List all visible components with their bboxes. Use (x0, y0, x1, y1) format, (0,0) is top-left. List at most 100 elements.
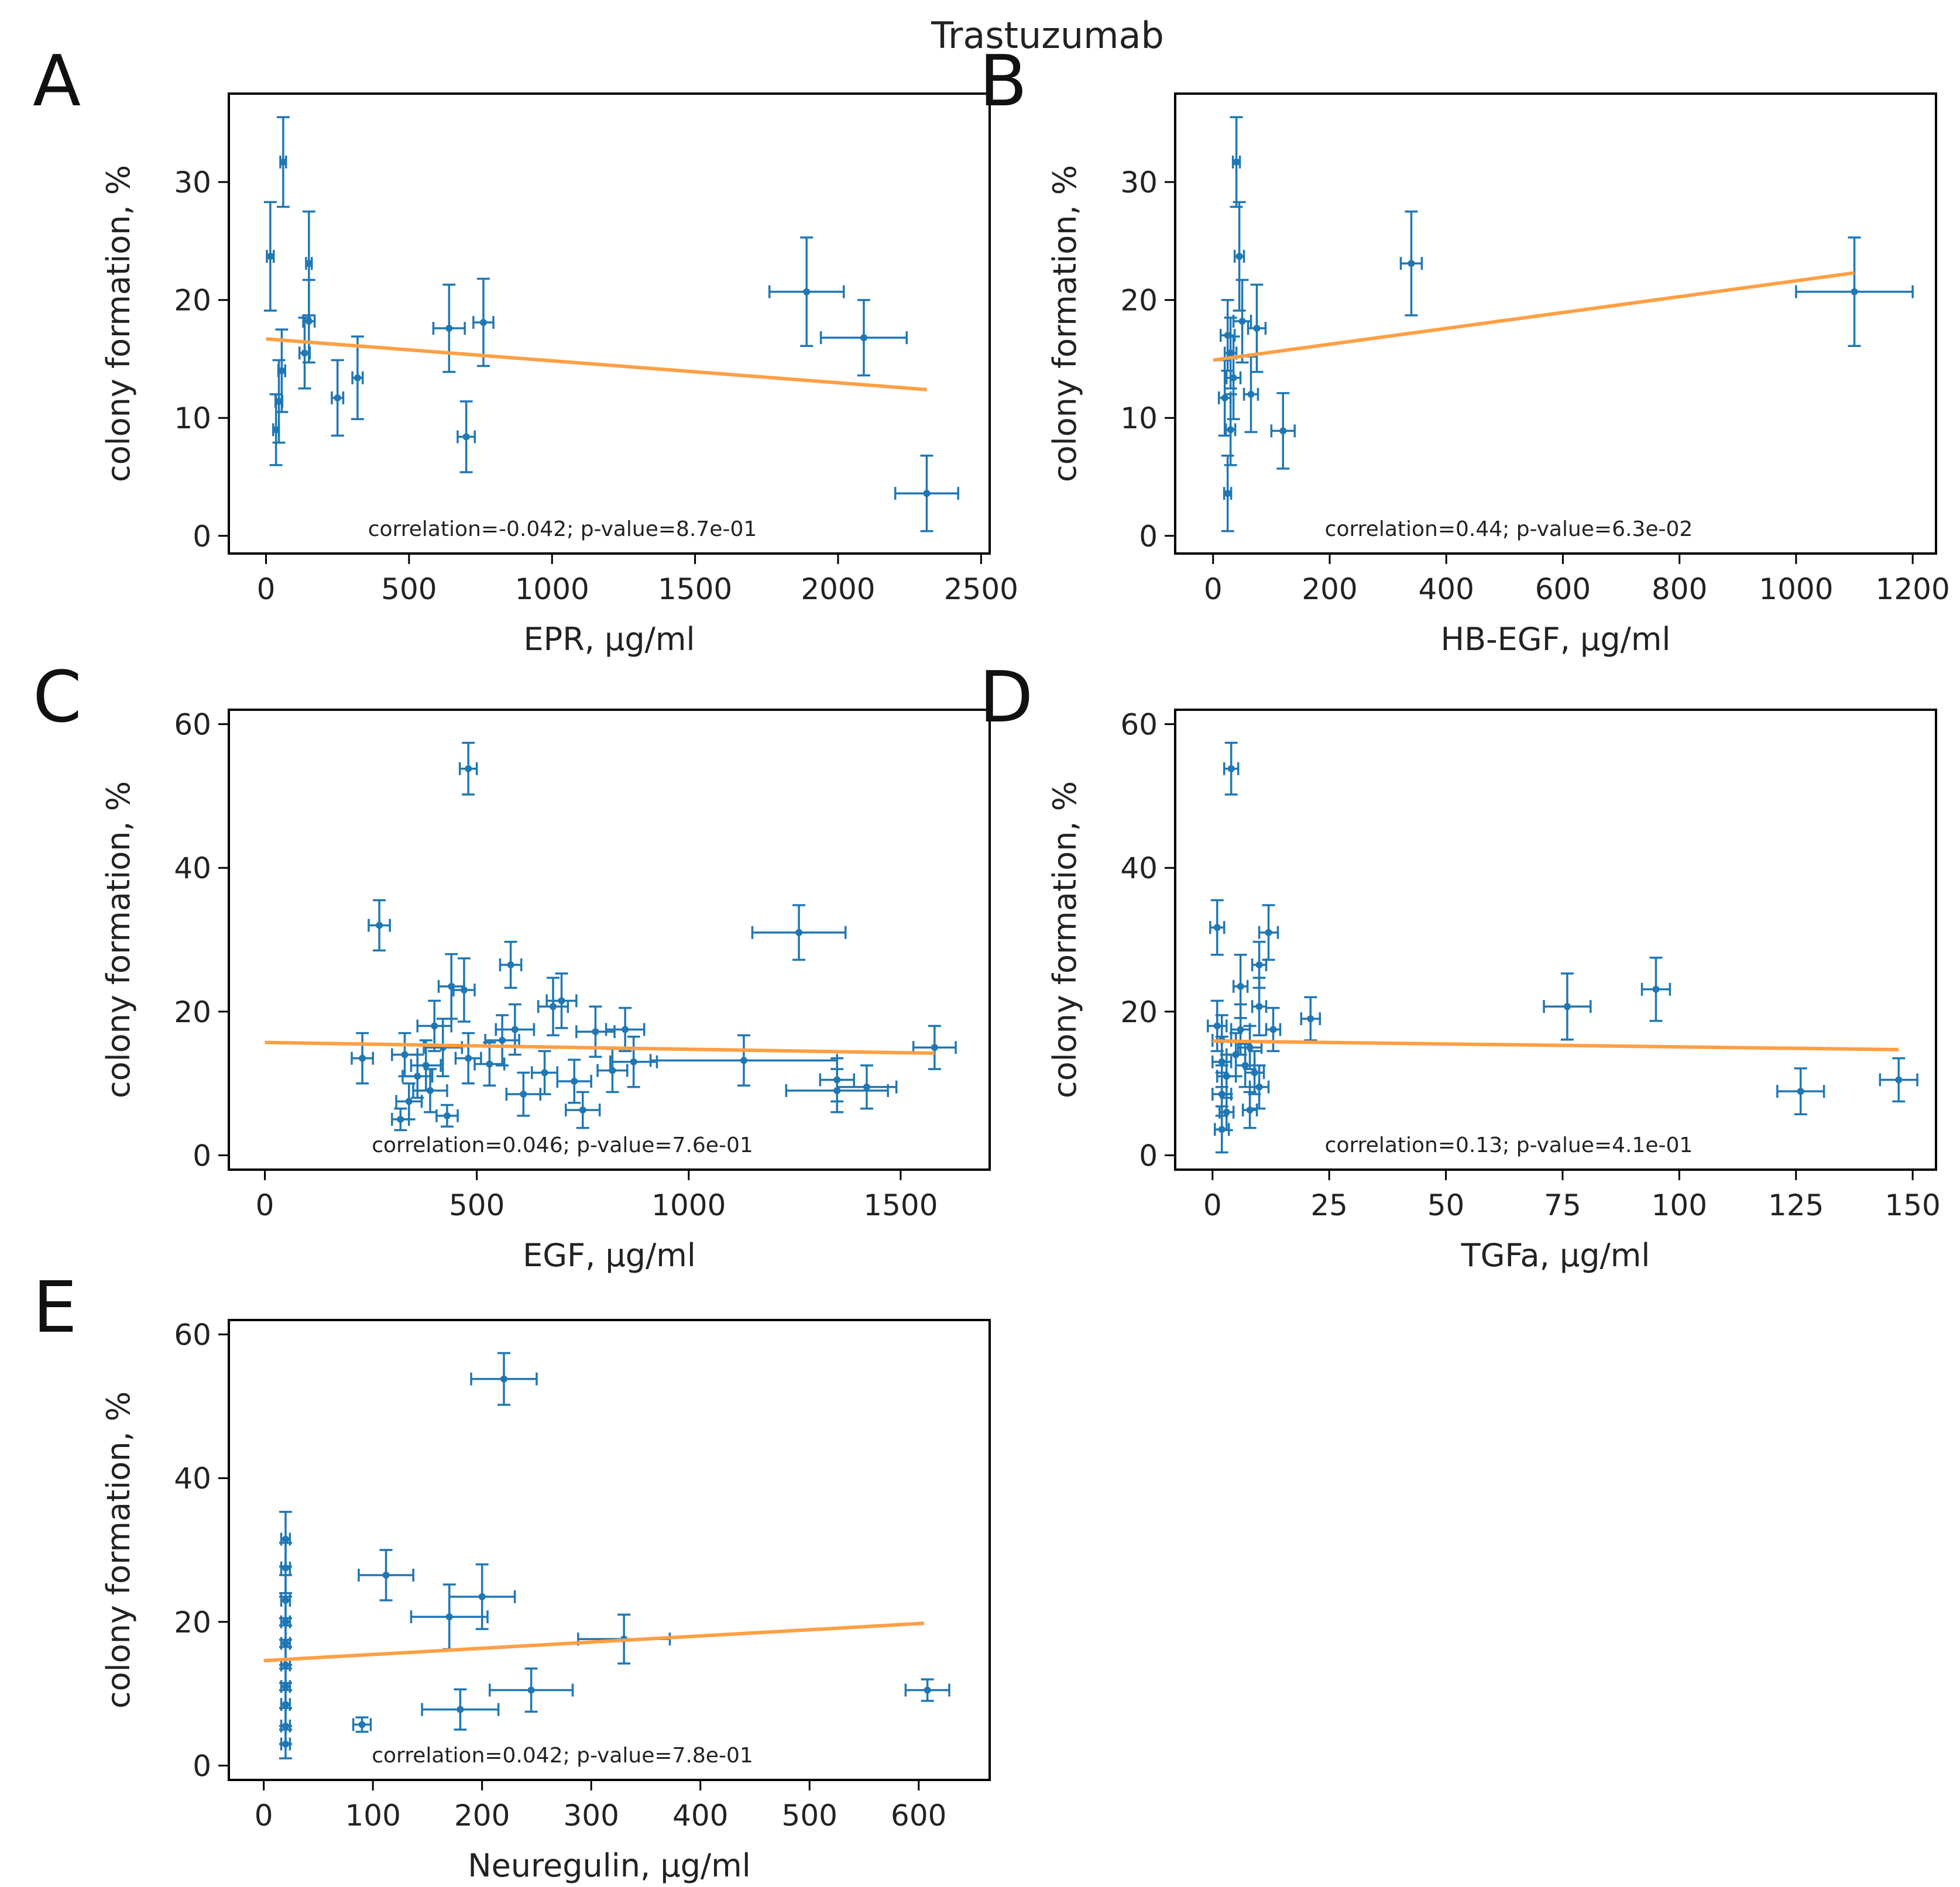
data-marker (465, 1054, 472, 1062)
data-point (596, 1047, 629, 1094)
data-marker (630, 1058, 637, 1065)
data-marker (1797, 1088, 1804, 1095)
x-tick-label: 0 (255, 1799, 273, 1833)
y-tick-label: 20 (174, 995, 211, 1029)
data-points (1207, 741, 1918, 1154)
data-point (505, 1071, 542, 1117)
data-marker (1235, 253, 1243, 260)
data-marker (500, 1375, 508, 1383)
data-point (458, 741, 478, 796)
panel-letter: B (979, 41, 1027, 122)
x-tick-label: 0 (1203, 1188, 1222, 1222)
data-marker (558, 997, 565, 1005)
data-marker (301, 349, 308, 357)
x-tick-label: 150 (1885, 1188, 1940, 1222)
data-marker (275, 398, 283, 405)
data-marker (397, 1116, 404, 1123)
y-axis-label: colony formation, % (100, 165, 137, 482)
data-marker (422, 1061, 430, 1069)
data-marker (1237, 982, 1244, 990)
y-axis-label: colony formation, % (1046, 165, 1083, 482)
data-point (819, 1057, 855, 1103)
data-point (768, 236, 845, 348)
x-tick-label: 500 (449, 1188, 504, 1222)
data-point (421, 1688, 500, 1731)
correlation-annotation: correlation=-0.042; p-value=8.7e-01 (368, 517, 757, 541)
x-axis-label: EPR, μg/ml (524, 621, 695, 658)
y-tick-label: 20 (1120, 284, 1158, 318)
data-point (448, 1563, 516, 1630)
data-marker (622, 1026, 629, 1033)
data-marker (1223, 1073, 1230, 1080)
data-point (472, 277, 495, 367)
data-marker (740, 1057, 747, 1064)
data-marker (609, 1067, 616, 1074)
data-point (437, 953, 465, 1020)
y-tick-label: 0 (193, 1139, 211, 1173)
data-point (351, 1032, 374, 1085)
data-marker (334, 394, 341, 401)
data-marker (401, 1051, 409, 1058)
data-marker (353, 374, 361, 381)
data-marker (456, 1706, 464, 1713)
data-point (1879, 1057, 1918, 1103)
panel-a: A 0 500 1000 1500 2000 2500 0 10 20 30 EPR, μg/ml co… (33, 41, 1018, 658)
data-marker (499, 1036, 506, 1044)
x-tick-label: 1500 (863, 1188, 938, 1222)
regression-line (1213, 271, 1855, 362)
y-axis-label: colony formation, % (100, 1391, 137, 1709)
data-marker (795, 929, 803, 936)
data-marker (1227, 349, 1234, 357)
data-marker (541, 1069, 548, 1077)
data-point (416, 999, 452, 1053)
x-tick-label: 500 (782, 1799, 837, 1833)
data-point (1258, 904, 1279, 961)
data-points (279, 1352, 950, 1759)
plot-frame (228, 1319, 991, 1781)
x-axis-label: Neuregulin, μg/ml (468, 1847, 751, 1884)
data-point (1230, 116, 1243, 208)
data-marker (1213, 924, 1221, 932)
data-point (391, 1107, 410, 1132)
data-marker (860, 334, 867, 342)
data-marker (279, 158, 287, 166)
data-point (1776, 1067, 1825, 1116)
data-marker (507, 961, 514, 968)
data-marker (511, 1026, 519, 1033)
data-point (1223, 741, 1240, 796)
x-tick-label: 200 (1302, 572, 1357, 606)
data-marker (465, 765, 472, 772)
data-marker (305, 317, 313, 325)
x-tick-label: 200 (454, 1799, 510, 1833)
data-marker (445, 1613, 453, 1621)
data-marker (405, 1098, 413, 1105)
correlation-annotation: correlation=0.44; p-value=6.3e-02 (1325, 517, 1693, 541)
data-point (423, 1018, 464, 1078)
data-point (1270, 392, 1296, 470)
data-point (1225, 335, 1242, 420)
data-point (1265, 1006, 1282, 1053)
y-axis-label: colony formation, % (100, 781, 137, 1098)
data-marker (1253, 325, 1261, 332)
data-point (452, 957, 476, 1023)
data-marker (282, 1722, 289, 1730)
x-tick-label: 400 (672, 1799, 728, 1833)
panel-letter: C (33, 657, 82, 738)
x-tick-label: 500 (381, 572, 437, 606)
data-point (279, 1728, 292, 1759)
data-marker (266, 253, 274, 260)
y-axis-label: colony formation, % (1046, 781, 1083, 1098)
data-point (456, 400, 476, 473)
data-point (276, 116, 290, 208)
data-marker (462, 433, 470, 441)
data-marker (460, 986, 468, 994)
data-point (531, 1050, 559, 1095)
panel-b: B 0 200 400 600 800 1000 1200 0 10 20 30 HB-EGF, μg/… (979, 41, 1950, 658)
x-tick-label: 2000 (801, 572, 875, 606)
data-marker (803, 288, 811, 295)
data-marker (571, 1077, 578, 1085)
y-tick-label: 60 (174, 708, 211, 742)
data-marker (1652, 985, 1660, 993)
